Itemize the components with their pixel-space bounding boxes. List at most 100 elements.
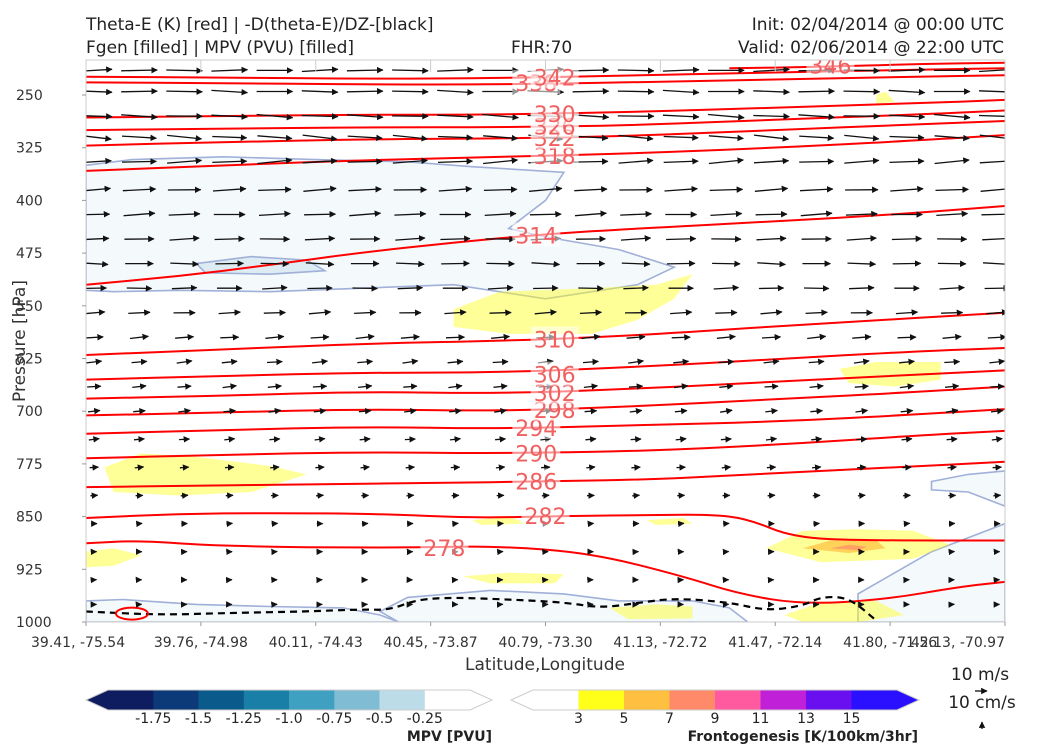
wind-arrow — [121, 87, 158, 95]
wind-arrow — [857, 492, 866, 500]
wind-arrow — [986, 309, 1005, 316]
wind-arrow — [301, 113, 339, 120]
wind-arrow — [805, 309, 828, 316]
wind-arrow — [266, 358, 283, 366]
contour-label-bg — [512, 222, 561, 247]
fgen-colorbar-segment — [760, 690, 807, 710]
wind-arrow — [581, 333, 601, 341]
wind-arrow — [978, 69, 1005, 73]
wind-arrow — [258, 186, 292, 193]
wind-arrow — [167, 157, 203, 165]
wind-arrow — [713, 284, 740, 292]
wind-arrow — [529, 185, 563, 193]
wind-arrow — [169, 235, 200, 242]
wind-arrow — [392, 67, 429, 74]
wind-arrow — [483, 134, 519, 142]
forecast-hour: FHR:70 — [511, 38, 573, 58]
y-tick-label: 850 — [16, 510, 43, 526]
contour-label-bg — [530, 64, 579, 89]
fgen-region — [462, 572, 564, 584]
reference-speed-label: 10 m/s — [951, 665, 1009, 685]
wind-arrow — [404, 436, 416, 443]
x-tick-label: 41.80, -71.56 — [843, 635, 937, 651]
wind-arrow — [708, 157, 744, 165]
wind-arrow — [708, 134, 744, 142]
wind-arrow — [720, 436, 732, 443]
wind-arrow — [315, 464, 325, 471]
wind-arrow — [86, 334, 104, 341]
wind-arrow — [492, 358, 509, 366]
wind-arrow — [265, 333, 285, 341]
wind-arrow — [574, 186, 608, 193]
wind-arrow — [899, 358, 915, 366]
wind-arrow — [224, 436, 236, 443]
wind-arrow — [942, 333, 962, 341]
wind-arrow — [358, 407, 372, 415]
fgen-colorbar-title: Frontogenesis [K/100km/3hr] — [688, 729, 918, 745]
wind-arrow — [889, 158, 925, 165]
wind-arrow — [670, 309, 693, 316]
wind-arrow — [574, 210, 607, 217]
wind-arrow — [541, 464, 551, 471]
wind-arrow — [533, 284, 559, 292]
fgen-colorbar-segment — [533, 690, 579, 710]
theta-e-label-342: 342 — [534, 66, 576, 91]
fgen-colorbar-segment — [851, 690, 898, 710]
wind-arrow — [935, 186, 969, 193]
mpv-colorbar-tick: -0.25 — [407, 711, 443, 727]
wind-arrow — [86, 235, 110, 242]
wind-arrow — [86, 88, 113, 96]
wind-arrow — [585, 436, 597, 443]
wind-arrow — [263, 309, 287, 316]
wind-arrow — [946, 436, 958, 443]
wind-arrow — [346, 87, 384, 95]
wind-arrow — [310, 334, 330, 341]
wind-arrow — [813, 520, 821, 528]
wind-arrow — [846, 235, 877, 242]
wind-arrow — [753, 157, 790, 165]
fgen-colorbar-tick: 15 — [843, 711, 861, 727]
axes: 250 325 400 475 550 625 700 775 850 925 1000 39.41,… — [16, 60, 1006, 651]
wind-arrow — [809, 383, 824, 390]
wind-arrow — [708, 113, 745, 121]
x-tick-label: 39.41, -75.54 — [31, 635, 125, 651]
wind-arrow — [305, 260, 335, 268]
wind-arrow — [177, 383, 192, 390]
wind-arrow — [662, 66, 700, 74]
wind-arrow — [663, 158, 699, 165]
wind-arrow — [617, 88, 655, 95]
wind-arrow — [270, 464, 280, 471]
wind-arrow — [766, 464, 777, 471]
wind-arrow — [87, 407, 101, 415]
wind-arrow — [86, 113, 113, 120]
wind-arrow — [134, 464, 145, 471]
wind-arrow — [493, 383, 508, 390]
wind-arrow — [767, 492, 776, 499]
y-axis-title: Pressure [hPa] — [10, 280, 30, 402]
theta-e-label-282: 282 — [525, 505, 567, 530]
wind-arrow — [452, 520, 459, 528]
wind-arrow — [632, 492, 641, 500]
wind-arrow — [179, 464, 190, 471]
wind-arrow — [941, 309, 964, 316]
wind-arrow — [623, 284, 649, 292]
wind-arrow — [620, 210, 653, 218]
contour-label-bg — [530, 361, 579, 386]
wind-arrow — [534, 309, 557, 316]
wind-arrow — [257, 134, 293, 142]
wind-arrow — [392, 134, 428, 142]
wind-arrow — [987, 334, 1005, 341]
mpv-colorbar-tick: -0.5 — [366, 711, 393, 727]
wind-arrow — [123, 210, 156, 217]
wind-arrow — [86, 66, 113, 73]
wind-arrow — [347, 134, 383, 142]
wind-arrow — [170, 260, 199, 268]
wind-arrow — [758, 284, 785, 292]
wind-arrow — [798, 113, 836, 121]
wind-arrow — [666, 235, 697, 243]
wind-arrow — [313, 407, 327, 415]
wind-arrow — [262, 284, 288, 292]
x-axis-title: Latitude,Longitude — [465, 655, 625, 675]
wind-arrow — [579, 309, 603, 316]
wind-arrow — [132, 383, 147, 390]
